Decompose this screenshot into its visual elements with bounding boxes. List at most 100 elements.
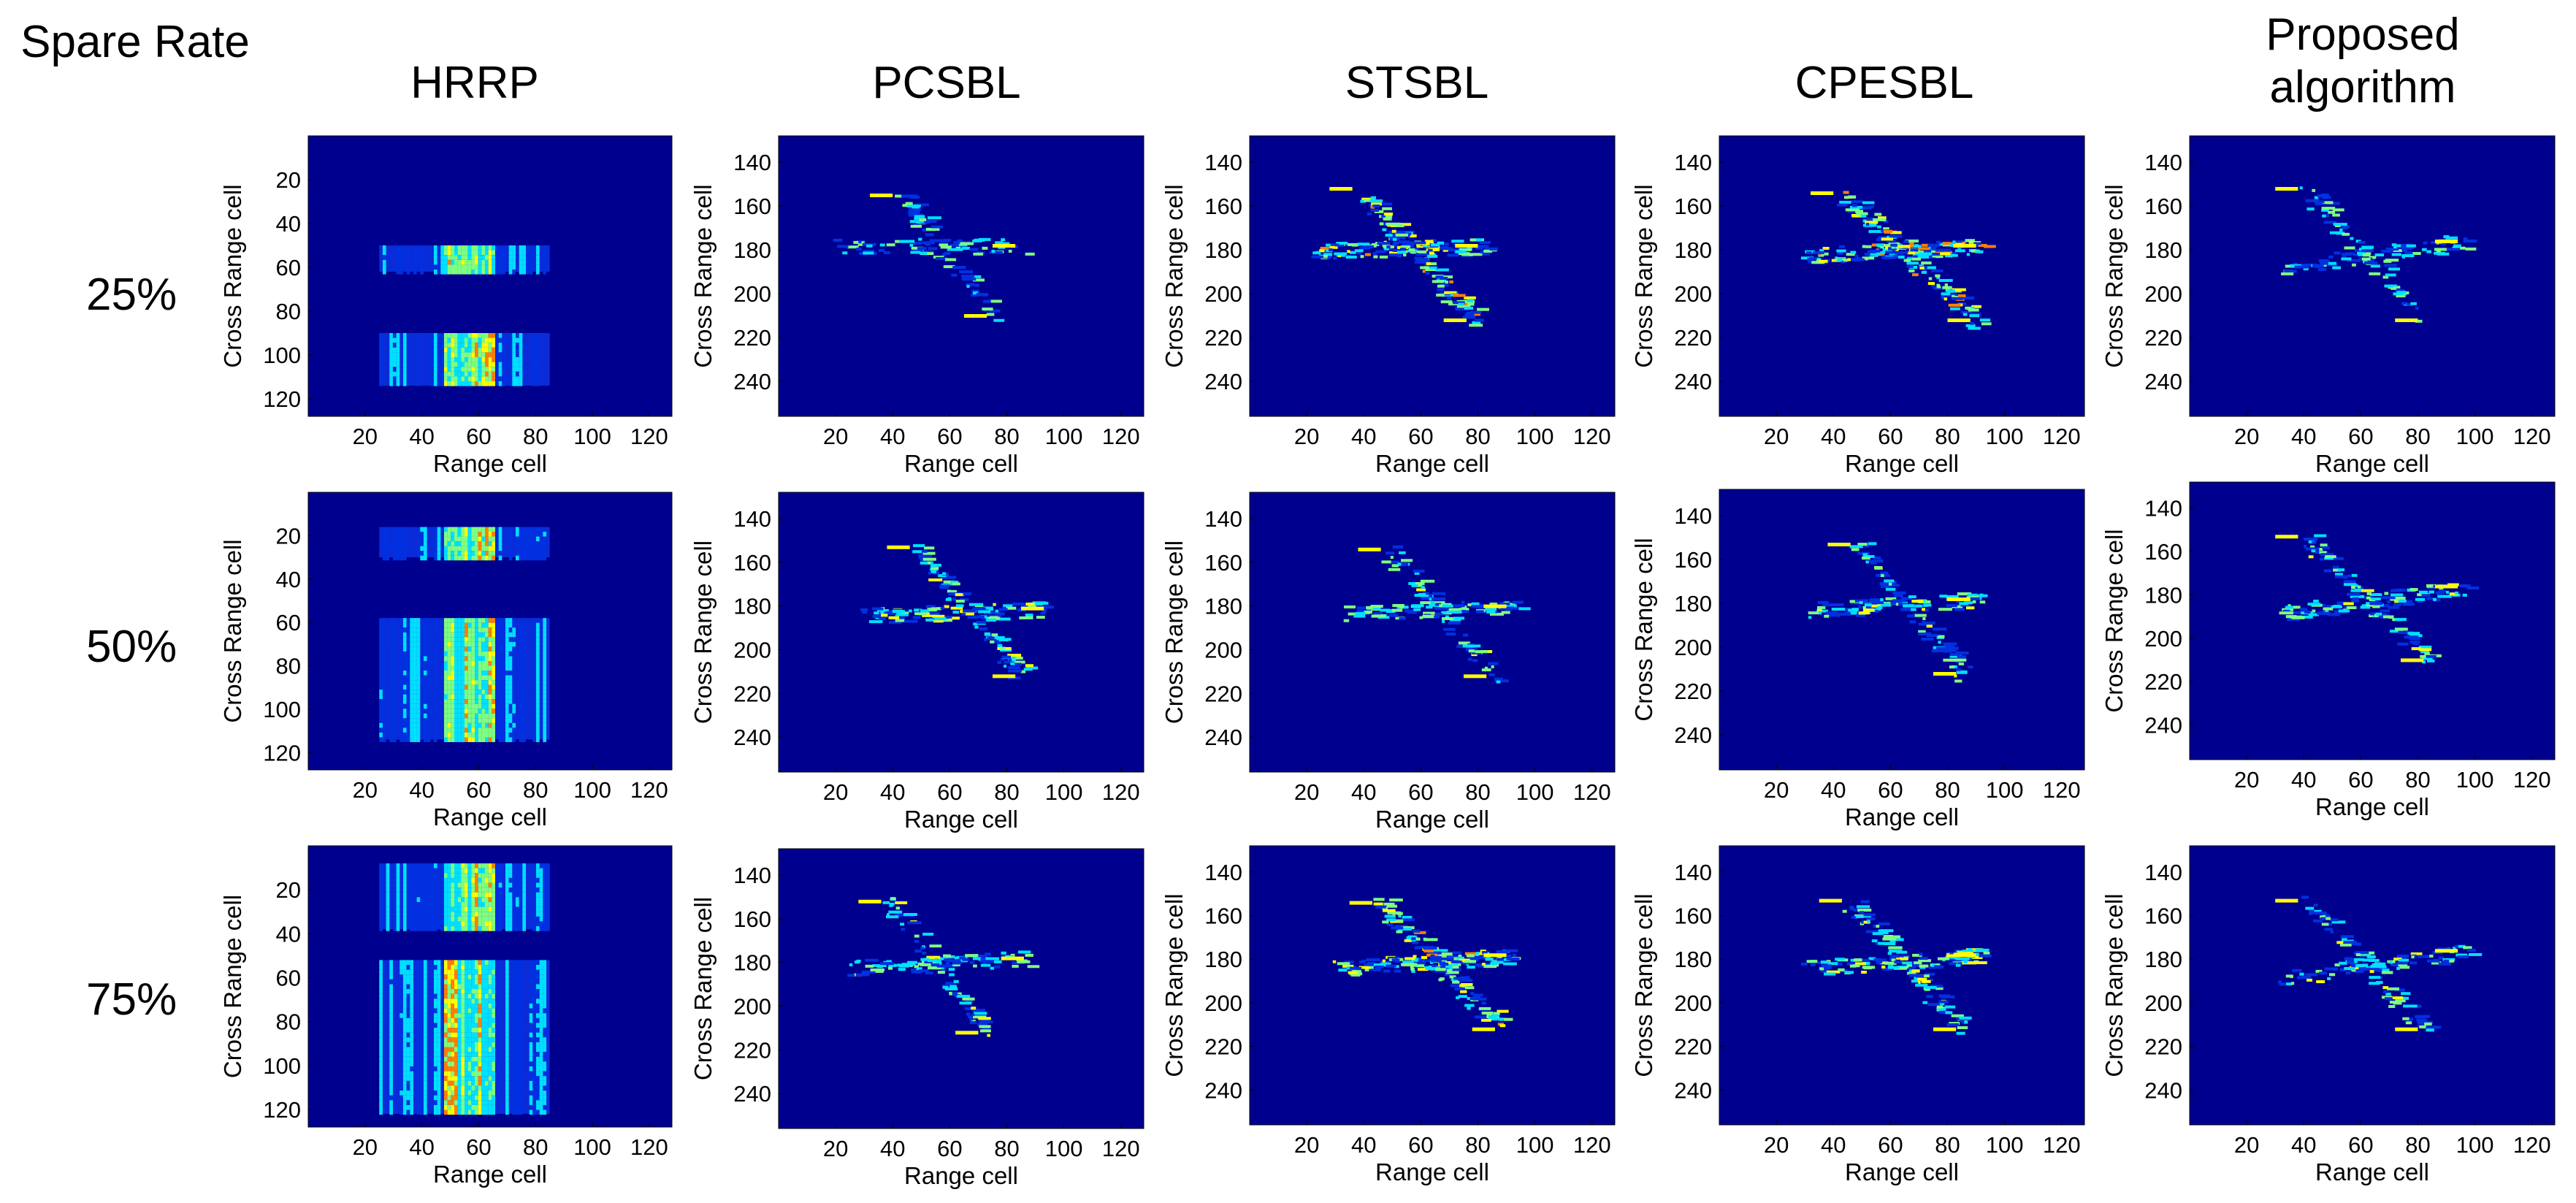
hrrp-cell [406,245,410,251]
hrrp-cell [467,960,472,966]
scatter-point [908,210,920,214]
scatter-point [1418,257,1429,261]
hrrp-cell [427,873,431,878]
hrrp-cell [420,969,424,975]
hrrp-cell [546,916,550,922]
hrrp-cell [478,245,482,251]
hrrp-cell [433,969,437,975]
hrrp-cell [402,1095,407,1101]
hrrp-cell [488,527,492,532]
hrrp-cell [457,713,462,719]
hrrp-cell [457,737,462,742]
hrrp-cell [464,357,468,362]
hrrp-cell [447,1061,451,1066]
hrrp-cell [420,863,424,868]
scatter-point [1877,216,1887,220]
hrrp-cell [454,709,458,714]
hrrp-cell [519,732,523,738]
hrrp-cell [519,646,523,652]
hrrp-cell [410,1076,413,1081]
hrrp-cell [400,974,403,979]
hrrp-cell [508,637,513,642]
hrrp-cell [474,960,478,966]
hrrp-cell [481,1042,485,1047]
hrrp-cell [386,873,390,878]
hrrp-cell [423,902,427,907]
hrrp-cell [464,1110,468,1115]
hrrp-cell [413,245,417,251]
hrrp-cell [433,660,437,666]
hrrp-cell [519,541,523,546]
hrrp-cell [447,546,451,551]
hrrp-cell [481,1091,485,1096]
hrrp-cell [474,989,478,994]
hrrp-cell [392,906,397,912]
hrrp-cell [492,675,496,681]
scatter-point [914,215,925,218]
hrrp-cell [379,1100,383,1105]
scatter-point [1489,612,1505,616]
hrrp-cell [400,618,403,623]
hrrp-cell [492,727,496,733]
hrrp-cell [457,656,462,661]
hrrp-cell [413,902,417,907]
hrrp-cell [464,632,468,638]
hrrp-cell [474,371,478,377]
y-tick-label: 240 [1674,369,1712,394]
hrrp-cell [410,1110,413,1115]
hrrp-cell [467,998,472,1004]
hrrp-cell [416,877,421,883]
scatter-point [973,622,978,626]
hrrp-cell [471,727,475,733]
hrrp-cell [539,906,543,912]
hrrp-cell [532,651,537,657]
hrrp-cell [413,637,417,642]
hrrp-cell [447,1003,451,1009]
hrrp-cell [406,718,410,723]
hrrp-cell [498,722,502,728]
hrrp-cell [543,680,547,685]
bright-streak [1329,187,1353,191]
hrrp-cell [440,882,444,888]
hrrp-cell [382,709,386,714]
hrrp-cell [467,993,472,999]
y-tick-label: 160 [1204,550,1242,576]
scatter-point [1894,594,1903,597]
hrrp-cell [519,722,523,728]
hrrp-cell [461,916,465,922]
hrrp-cell [481,921,485,927]
hrrp-cell [437,960,441,966]
y-tick-label: 220 [2144,325,2182,351]
hrrp-cell [532,376,537,381]
hrrp-cell [484,637,489,642]
scatter-point [1028,605,1036,608]
hrrp-cell [508,264,513,270]
scatter-point [904,619,918,623]
hrrp-cell [532,892,537,898]
hrrp-cell [416,703,421,709]
scatter-point [1399,606,1404,609]
hrrp-cell [420,902,424,907]
scatter-point [1954,679,1962,683]
hrrp-cell [392,337,397,343]
hrrp-cell [382,737,386,742]
hrrp-cell [427,718,431,723]
hrrp-cell [413,897,417,902]
hrrp-cell [464,680,468,685]
hrrp-cell [382,250,386,256]
hrrp-cell [543,622,547,628]
hrrp-cell [543,665,547,671]
scatter-point [1922,608,1925,611]
hrrp-cell [406,989,410,994]
y-axis-label: Cross Range cell [1161,184,1188,367]
scatter-point [1453,242,1465,245]
hrrp-cell [543,656,547,661]
hrrp-cell [454,969,458,975]
hrrp-cell [433,1003,437,1009]
hrrp-cell [392,367,397,372]
hrrp-cell [454,868,458,874]
hrrp-cell [481,637,485,642]
hrrp-cell [478,1056,482,1062]
hrrp-cell [433,965,437,970]
